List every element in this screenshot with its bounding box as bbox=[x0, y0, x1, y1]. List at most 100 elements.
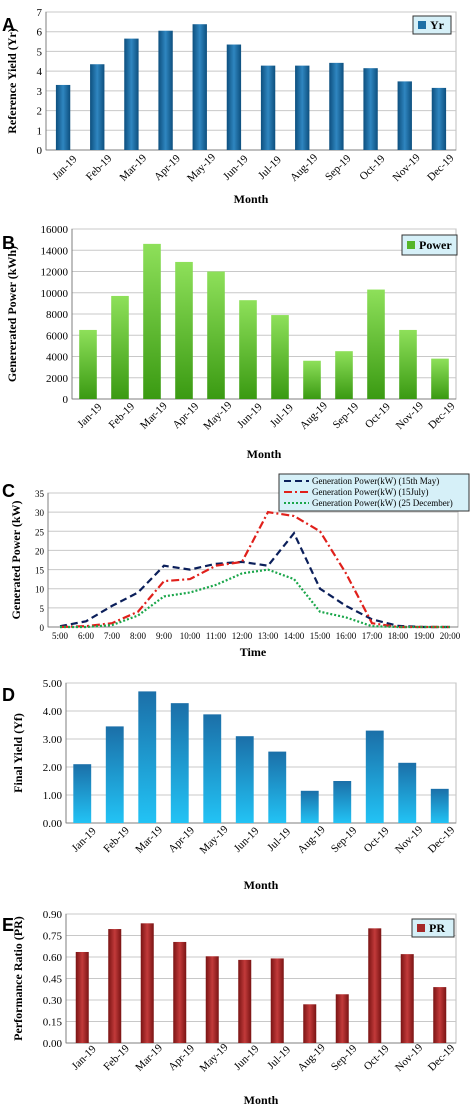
bar-aug-19 bbox=[295, 65, 310, 150]
x-tick-label: 9:00 bbox=[156, 631, 173, 641]
x-tick-label: Jun-19 bbox=[221, 153, 251, 183]
bar-jul-19 bbox=[271, 315, 289, 399]
legend-label: Yr bbox=[430, 18, 445, 32]
x-tick-label: Jun-19 bbox=[232, 825, 262, 855]
y-tick-label: 14000 bbox=[41, 245, 69, 257]
bar-oct-19 bbox=[367, 289, 385, 399]
x-tick-label: Mar-19 bbox=[138, 400, 170, 432]
x-tick-label: Apr-19 bbox=[152, 152, 183, 183]
panel-letter: E bbox=[2, 915, 14, 935]
legend-label: PR bbox=[429, 921, 445, 935]
x-tick-label: Sep-19 bbox=[329, 1042, 360, 1073]
x-tick-label: Aug-19 bbox=[288, 151, 321, 184]
x-tick-label: 19:00 bbox=[414, 631, 435, 641]
x-tick-label: Jan-19 bbox=[70, 1043, 100, 1073]
x-tick-label: Jul-19 bbox=[256, 154, 284, 182]
series-line-0 bbox=[59, 531, 450, 629]
bar-jun-19 bbox=[235, 736, 254, 823]
bar-apr-19 bbox=[173, 941, 187, 1043]
y-tick-label: 12000 bbox=[41, 267, 69, 279]
bar-jun-19 bbox=[238, 959, 252, 1043]
bar-sep-19 bbox=[335, 994, 349, 1043]
plot-area bbox=[47, 492, 459, 628]
y-tick-label: 5.00 bbox=[43, 678, 63, 690]
bar-oct-19 bbox=[368, 928, 382, 1043]
x-tick-label: 16:00 bbox=[336, 631, 357, 641]
x-tick-label: Apr-19 bbox=[170, 400, 201, 431]
legend-box bbox=[401, 234, 458, 256]
x-tick-label: Nov-19 bbox=[393, 1041, 426, 1074]
y-tick-label: 2.00 bbox=[43, 762, 63, 774]
x-tick-label: Oct-19 bbox=[362, 824, 392, 854]
x-tick-label: Sep-19 bbox=[329, 824, 360, 855]
bar-mar-19 bbox=[143, 243, 161, 399]
bar-aug-19 bbox=[303, 1004, 317, 1043]
x-tick-label: Jan-19 bbox=[70, 825, 100, 855]
bar-mar-19 bbox=[138, 691, 157, 823]
y-axis-title: Performance Ratio (PR) bbox=[11, 916, 25, 1041]
legend-label: Generation Power(kW) (25 December) bbox=[312, 498, 453, 508]
x-tick-label: Sep-19 bbox=[323, 152, 354, 183]
x-tick-label: May-19 bbox=[198, 823, 231, 856]
panel-letter: D bbox=[2, 685, 15, 705]
x-tick-label: 18:00 bbox=[388, 631, 409, 641]
y-tick-label: 0.15 bbox=[43, 1017, 63, 1029]
x-tick-label: Oct-19 bbox=[357, 152, 387, 182]
x-tick-label: Feb-19 bbox=[84, 152, 115, 183]
y-tick-label: 20 bbox=[35, 546, 45, 556]
x-tick-label: Aug-19 bbox=[296, 823, 329, 856]
y-tick-label: 4.00 bbox=[43, 706, 63, 718]
bar-apr-19 bbox=[170, 703, 189, 823]
bar-oct-19 bbox=[363, 68, 378, 150]
y-tick-label: 8000 bbox=[46, 309, 69, 321]
bar-dec-19 bbox=[433, 987, 447, 1043]
y-tick-label: 25 bbox=[35, 527, 45, 537]
bar-may-19 bbox=[203, 714, 222, 823]
x-axis-title: Month bbox=[244, 878, 279, 892]
bar-jul-19 bbox=[268, 751, 287, 823]
x-tick-label: Sep-19 bbox=[331, 400, 362, 431]
x-tick-label: 11:00 bbox=[206, 631, 227, 641]
y-tick-label: 0 bbox=[40, 623, 45, 633]
bar-nov-19 bbox=[399, 329, 417, 399]
x-axis-title: Month bbox=[234, 192, 269, 206]
y-tick-label: 16000 bbox=[41, 224, 69, 236]
y-tick-label: 0.30 bbox=[43, 995, 63, 1007]
series-line-2 bbox=[60, 568, 450, 629]
x-tick-label: 7:00 bbox=[104, 631, 121, 641]
x-tick-label: 13:00 bbox=[258, 631, 279, 641]
bar-sep-19 bbox=[329, 62, 344, 151]
bar-mar-19 bbox=[140, 923, 154, 1043]
legend-swatch bbox=[407, 241, 415, 249]
bar-may-19 bbox=[192, 24, 207, 151]
bar-apr-19 bbox=[158, 30, 173, 151]
x-tick-label: Oct-19 bbox=[362, 1042, 392, 1072]
x-tick-label: Dec-19 bbox=[425, 152, 457, 184]
bar-jun-19 bbox=[226, 44, 242, 150]
bar-dec-19 bbox=[431, 87, 447, 150]
x-tick-label: 6:00 bbox=[78, 631, 95, 641]
x-tick-label: 8:00 bbox=[130, 631, 147, 641]
y-axis-title: Generated Power (kW) bbox=[9, 500, 23, 619]
x-tick-label: Jun-19 bbox=[235, 401, 265, 431]
bar-jul-19 bbox=[270, 958, 284, 1043]
bar-feb-19 bbox=[90, 64, 105, 150]
bar-jan-19 bbox=[79, 329, 97, 399]
x-axis-title: Month bbox=[247, 447, 282, 461]
x-tick-label: 12:00 bbox=[232, 631, 253, 641]
x-tick-label: Apr-19 bbox=[166, 1042, 197, 1073]
x-tick-label: Jun-19 bbox=[232, 1043, 262, 1073]
bar-feb-19 bbox=[108, 929, 122, 1043]
y-tick-label: 3 bbox=[37, 86, 43, 98]
y-tick-label: 2 bbox=[37, 106, 43, 118]
y-tick-label: 0.90 bbox=[43, 909, 63, 921]
x-tick-label: Dec-19 bbox=[426, 400, 458, 432]
y-tick-label: 0.00 bbox=[43, 818, 63, 830]
x-tick-label: Mar-19 bbox=[133, 824, 165, 856]
legend-box bbox=[278, 473, 470, 512]
plot-area bbox=[45, 11, 457, 151]
x-tick-label: 15:00 bbox=[310, 631, 331, 641]
x-tick-label: 17:00 bbox=[362, 631, 383, 641]
legend-label: Power bbox=[419, 238, 452, 252]
x-tick-label: Aug-19 bbox=[296, 1041, 329, 1074]
